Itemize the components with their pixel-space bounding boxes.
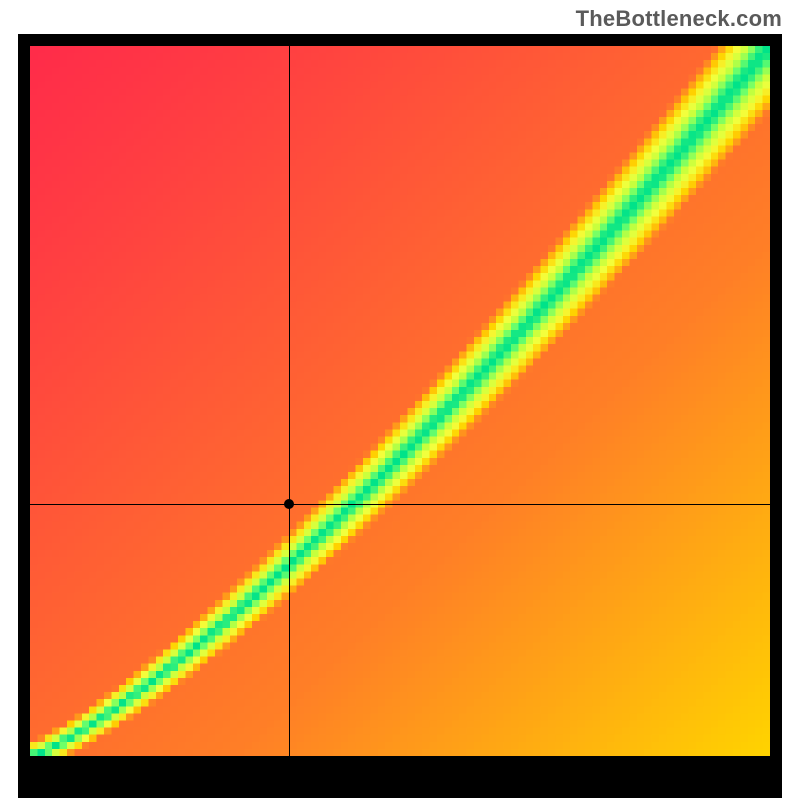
heatmap-plot xyxy=(30,46,770,756)
watermark-text: TheBottleneck.com xyxy=(576,6,782,32)
page: TheBottleneck.com xyxy=(0,0,800,800)
chart-frame xyxy=(18,34,782,798)
heatmap-canvas xyxy=(30,46,770,756)
